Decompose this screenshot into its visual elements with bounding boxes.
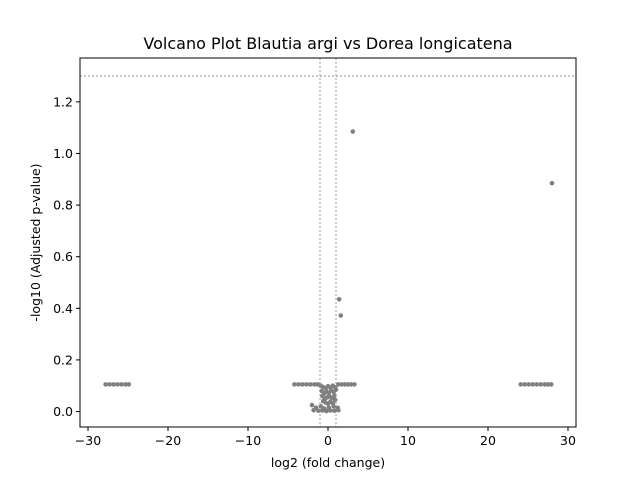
- data-points: [103, 129, 555, 414]
- data-point: [338, 313, 344, 318]
- x-tick-label: −10: [235, 433, 261, 448]
- x-tick-label: 0: [324, 433, 332, 448]
- x-axis-label: log2 (fold change): [271, 455, 385, 470]
- data-point: [336, 382, 341, 387]
- data-point: [526, 382, 532, 387]
- data-point: [103, 382, 108, 387]
- x-axis-ticks: −30 −20 −10 0 10 20 30: [75, 427, 576, 448]
- y-tick-label: 0.6: [53, 249, 73, 264]
- data-point: [292, 382, 297, 387]
- data-point: [339, 382, 344, 387]
- data-point: [342, 382, 348, 387]
- data-point: [123, 382, 128, 387]
- data-point: [309, 402, 315, 408]
- data-point: [348, 382, 354, 387]
- x-tick-label: 20: [480, 433, 496, 448]
- data-point: [115, 382, 120, 387]
- data-point: [538, 382, 544, 387]
- data-point: [308, 382, 313, 387]
- data-point: [522, 382, 528, 387]
- data-point: [311, 407, 316, 413]
- data-point: [107, 382, 112, 387]
- data-point: [336, 407, 341, 413]
- y-tick-label: 0.0: [53, 404, 73, 419]
- data-point: [333, 387, 339, 392]
- plot-area: [79, 57, 577, 428]
- y-tick-label: 0.4: [53, 301, 73, 316]
- data-point: [545, 382, 551, 387]
- data-point: [331, 404, 336, 409]
- data-point: [549, 180, 555, 186]
- y-tick-label: 0.2: [53, 352, 73, 367]
- data-point: [530, 382, 536, 387]
- data-point: [534, 382, 540, 387]
- data-point: [320, 408, 325, 413]
- data-point: [352, 382, 357, 387]
- data-point: [336, 296, 342, 302]
- y-axis-label: -log10 (Adjusted p-value): [28, 163, 43, 321]
- data-point: [316, 408, 321, 414]
- data-point: [332, 397, 338, 403]
- x-tick-label: −30: [75, 433, 101, 448]
- data-point: [300, 382, 305, 387]
- x-tick-label: −20: [155, 433, 181, 448]
- data-point: [345, 382, 351, 387]
- data-point: [518, 382, 524, 387]
- data-point: [312, 382, 317, 387]
- chart-title: Volcano Plot Blautia argi vs Dorea longi…: [143, 34, 512, 53]
- threshold-lines: [80, 58, 576, 427]
- data-point: [324, 408, 329, 414]
- data-point: [542, 382, 548, 387]
- data-point: [304, 382, 309, 387]
- data-point: [328, 408, 333, 413]
- data-point: [126, 382, 132, 387]
- data-point: [350, 129, 356, 134]
- x-tick-label: 10: [400, 433, 416, 448]
- data-point: [111, 382, 116, 387]
- data-point: [296, 382, 301, 387]
- x-tick-label: 30: [560, 433, 576, 448]
- y-axis-ticks: 0.0 0.2 0.4 0.6 0.8 1.0 1.2: [53, 94, 80, 419]
- y-tick-label: 1.2: [53, 94, 73, 109]
- data-point: [119, 382, 124, 387]
- y-tick-label: 1.0: [53, 146, 73, 161]
- y-tick-label: 0.8: [53, 198, 73, 213]
- data-point: [548, 382, 554, 387]
- data-point: [332, 393, 337, 398]
- data-point: [332, 408, 337, 414]
